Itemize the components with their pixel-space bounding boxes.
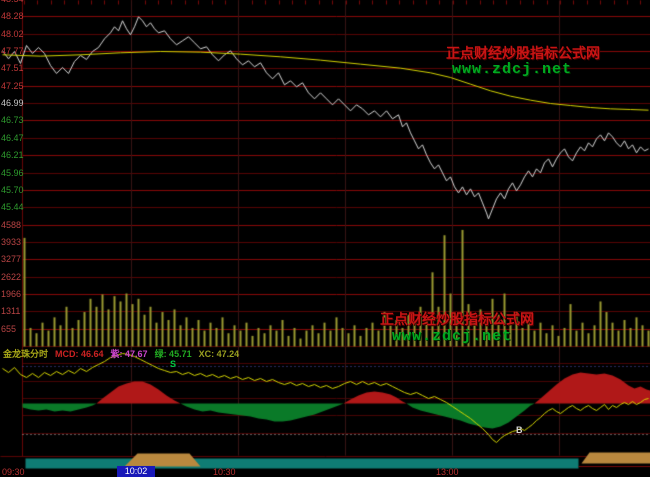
legend-segment: 绿: 45.71 <box>154 349 192 359</box>
y-axis-label: 1966 <box>1 288 22 299</box>
y-axis-label: 46.21 <box>1 150 24 161</box>
y-axis-label: 3933 <box>1 236 22 247</box>
legend-segment: 金龙珠分时 <box>3 349 49 359</box>
y-axis-label: 3277 <box>1 254 22 265</box>
time-label-1300: 13:00 <box>436 467 459 477</box>
y-axis-label: 48.28 <box>1 11 24 22</box>
y-axis-label: 1311 <box>1 306 21 317</box>
y-axis-label: 45.44 <box>1 202 24 213</box>
sell-signal-marker: S <box>170 359 177 369</box>
y-axis-label: 48.54 <box>1 0 24 4</box>
y-axis-label: 45.70 <box>1 184 24 195</box>
y-axis-label: 47.25 <box>1 80 24 91</box>
time-label-0930: 09:30 <box>2 467 25 477</box>
y-axis-label: 2622 <box>1 271 22 282</box>
buy-signal-marker: B <box>516 425 523 435</box>
y-axis-label: 47.51 <box>1 63 24 74</box>
y-axis-label: 46.99 <box>1 98 24 109</box>
y-axis-label: 47.77 <box>1 46 24 57</box>
y-axis-label: 46.47 <box>1 132 24 143</box>
time-cursor-label[interactable]: 10:02 <box>117 466 155 477</box>
y-axis-label: 4588 <box>1 219 22 230</box>
y-axis-label: 655 <box>1 323 17 334</box>
legend-segment: 紫: 47.67 <box>110 349 148 359</box>
legend-segment: MCD: 46.64 <box>55 349 104 359</box>
y-axis-label: 45.96 <box>1 167 24 178</box>
legend-segment: XC: 47.24 <box>198 349 240 359</box>
indicator-legend: 金龙珠分时 MCD: 46.64 紫: 47.67 绿: 45.71 XC: 47.24 <box>3 347 246 360</box>
y-axis-label: 48.02 <box>1 28 24 39</box>
time-label-1030: 10:30 <box>213 467 236 477</box>
y-axis-label: 46.73 <box>1 115 24 126</box>
